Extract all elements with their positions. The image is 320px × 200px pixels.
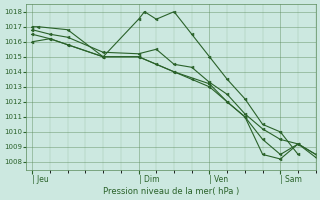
X-axis label: Pression niveau de la mer( hPa ): Pression niveau de la mer( hPa ) (103, 187, 239, 196)
